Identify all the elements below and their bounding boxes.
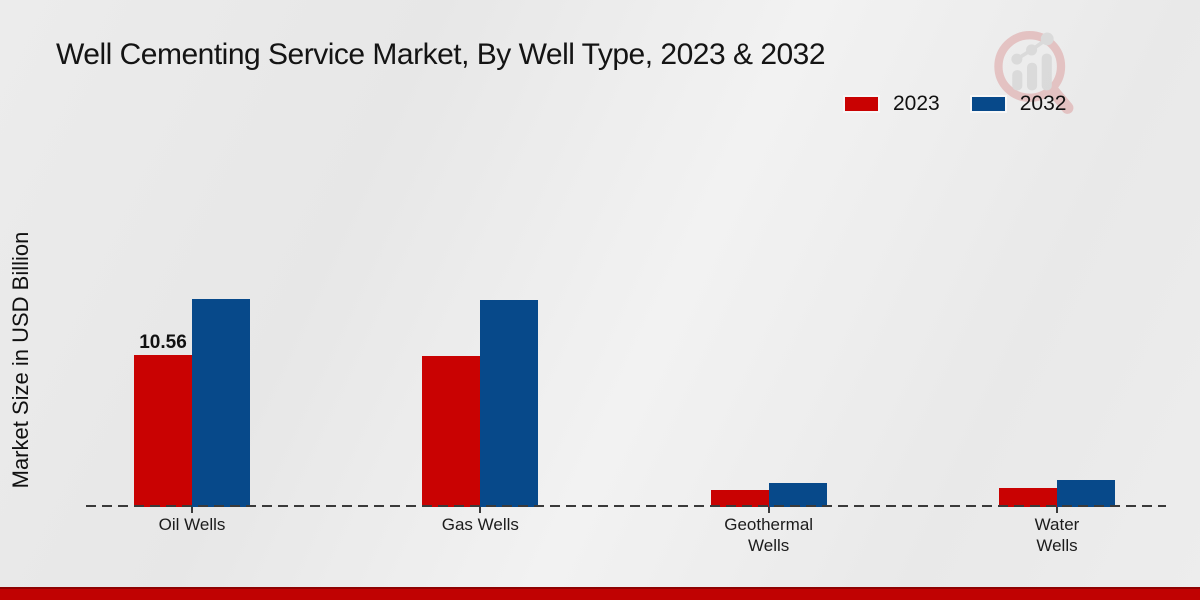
- legend: 2023 2032: [843, 92, 1066, 116]
- brand-watermark-logo: [994, 31, 1074, 114]
- x-axis-tick-gas-wells: [479, 507, 482, 513]
- legend-swatch-2023: [843, 95, 880, 113]
- category-label-geothermal-wells: Geothermal Wells: [724, 515, 814, 556]
- bar-2032-geothermal-wells: [768, 483, 827, 507]
- legend-label-2023: 2023: [893, 92, 940, 115]
- chart-title: Well Cementing Service Market, By Well T…: [56, 38, 826, 71]
- bar-2023-gas-wells: [422, 356, 481, 507]
- legend-item-2023: 2023: [843, 92, 940, 116]
- bar-2023-water-wells: [998, 488, 1057, 507]
- x-axis-tick-geothermal-wells: [767, 507, 770, 513]
- category-label-gas-wells: Gas Wells: [441, 515, 519, 534]
- x-axis-baseline: [86, 505, 1166, 507]
- legend-item-2032: 2032: [969, 92, 1067, 116]
- x-axis-tick-water-wells: [1055, 507, 1058, 513]
- x-axis-tick-oil-wells: [191, 507, 193, 513]
- category-label-oil-wells: Oil Wells: [158, 515, 226, 534]
- footer-accent-band: [0, 587, 1200, 600]
- bar-2032-gas-wells: [480, 300, 539, 507]
- data-label-oil-wells-2023: 10.56: [139, 332, 187, 354]
- category-label-water-wells: Water Wells: [1034, 515, 1080, 556]
- bar-2032-oil-wells: [192, 298, 250, 507]
- bar-2023-oil-wells: [134, 355, 192, 507]
- legend-swatch-2032: [969, 95, 1007, 113]
- legend-label-2032: 2032: [1019, 92, 1067, 115]
- bar-2023-geothermal-wells: [710, 489, 769, 507]
- bar-2032-water-wells: [1056, 480, 1115, 507]
